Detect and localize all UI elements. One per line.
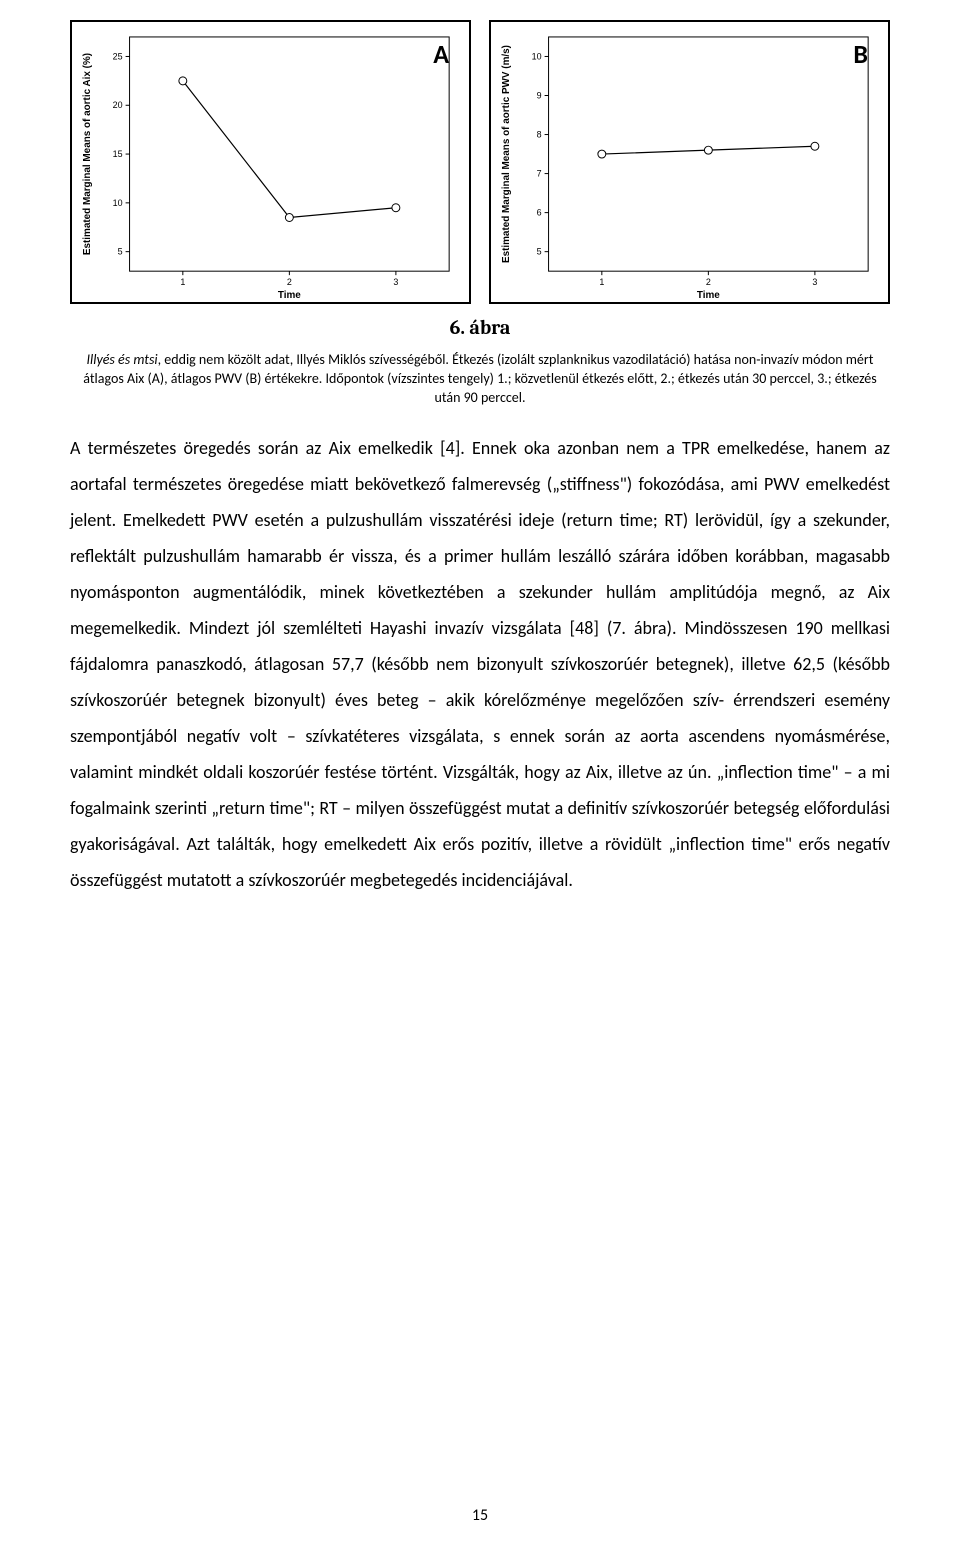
- page: 510152025123TimeEstimated Marginal Means…: [0, 0, 960, 1545]
- svg-text:2: 2: [287, 277, 292, 287]
- svg-text:25: 25: [113, 51, 123, 61]
- caption-lead-italic: Illyés és mtsi: [87, 351, 158, 368]
- figure-caption: Illyés és mtsi, eddig nem közölt adat, I…: [70, 351, 890, 408]
- svg-text:Estimated Marginal Means of ao: Estimated Marginal Means of aortic Aix (…: [82, 53, 93, 255]
- chart-a-svg: 5 10 15 20 25 1 2 3 Time Estimated Marginal Means…: [72, 22, 469, 302]
- page-number: 15: [0, 1506, 960, 1525]
- svg-text:Time: Time: [697, 290, 720, 301]
- chart-b-svg: 5 6 7 8 9 10 1 2 3 Time Estimated Marginal Means o…: [491, 22, 888, 302]
- svg-text:10: 10: [532, 51, 542, 61]
- svg-text:Estimated Marginal Means of ao: Estimated Marginal Means of aortic PWV (…: [501, 45, 512, 263]
- charts-row: 510152025123TimeEstimated Marginal Means…: [70, 20, 890, 304]
- svg-text:1: 1: [599, 277, 604, 287]
- svg-text:7: 7: [537, 169, 542, 179]
- caption-rest: , eddig nem közölt adat, Illyés Miklós s…: [83, 351, 876, 406]
- svg-text:20: 20: [113, 100, 123, 110]
- chart-panel-a: 5 10 15 20 25 1 2 3 Time Estimated Marginal Means…: [70, 20, 471, 304]
- svg-text:3: 3: [393, 277, 398, 287]
- panel-letter-a: A: [433, 38, 449, 70]
- svg-text:8: 8: [537, 130, 542, 140]
- chart-panel-b: 5 6 7 8 9 10 1 2 3 Time Estimated Marginal Means o…: [489, 20, 890, 304]
- svg-text:6: 6: [537, 208, 542, 218]
- panel-letter-b: B: [853, 38, 868, 70]
- svg-text:10: 10: [113, 198, 123, 208]
- svg-text:5: 5: [537, 247, 542, 257]
- svg-text:1: 1: [180, 277, 185, 287]
- figure-title: 6. ábra: [70, 316, 890, 339]
- body-paragraph: A természetes öregedés során az Aix emel…: [70, 430, 890, 898]
- svg-text:Time: Time: [278, 290, 301, 301]
- svg-text:3: 3: [812, 277, 817, 287]
- svg-text:9: 9: [537, 90, 542, 100]
- svg-text:5: 5: [118, 247, 123, 257]
- svg-text:15: 15: [113, 149, 123, 159]
- svg-text:2: 2: [706, 277, 711, 287]
